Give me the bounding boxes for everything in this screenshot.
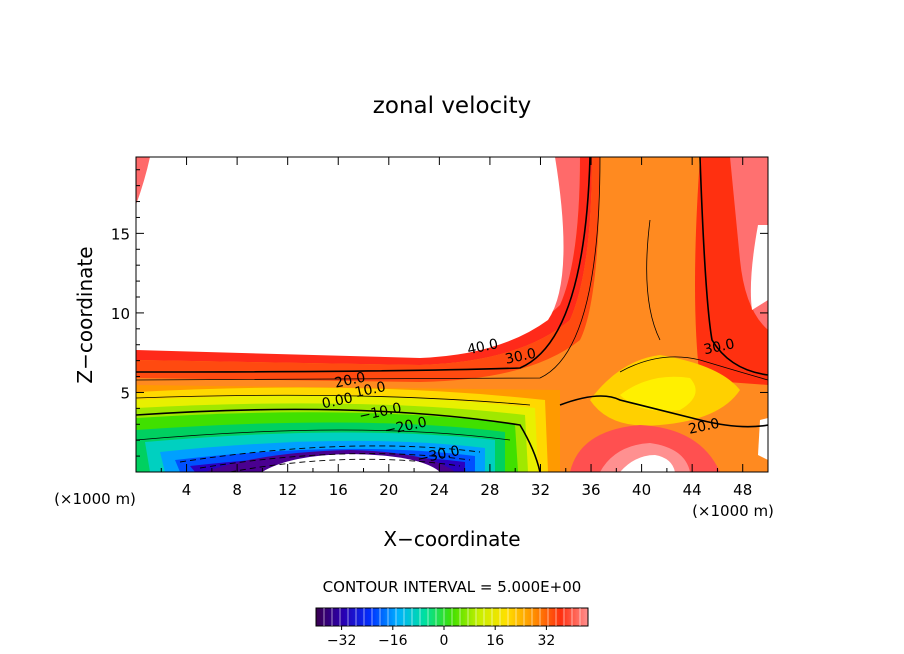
colorbar-ticks: −32 −16 0 16 32 (327, 626, 555, 649)
colorbar-tick-label: −32 (327, 633, 357, 649)
contour-label: 30.0 (504, 346, 538, 368)
contour-label: 0.00 (320, 390, 354, 412)
velocity-field (136, 157, 768, 472)
x-unit-left: (×1000 m) (54, 490, 136, 508)
y-axis-label: Z−coordinate (73, 246, 97, 383)
chart-title: zonal velocity (373, 93, 531, 119)
contour-label: 20.0 (687, 416, 721, 438)
field-blank-upper (136, 157, 564, 358)
contour-label: 40.0 (466, 336, 500, 358)
x-tick-label: 4 (182, 481, 192, 499)
y-tick-label: 5 (120, 384, 130, 402)
x-tick-label: 48 (733, 481, 752, 499)
colorbar-tick-label: −16 (378, 633, 408, 649)
contour-label: 20.0 (333, 370, 367, 392)
x-tick-label: 16 (329, 481, 348, 499)
x-tick-label: 28 (480, 481, 499, 499)
x-tick-label: 20 (379, 481, 398, 499)
x-unit-right: (×1000 m) (692, 502, 774, 520)
colorbar-tick-label: 16 (486, 633, 504, 649)
x-tick-label: 32 (531, 481, 550, 499)
x-tick-label: 44 (683, 481, 702, 499)
colorbar-segments (323, 608, 581, 626)
x-tick-label: 8 (232, 481, 242, 499)
plot-frame (135, 156, 769, 473)
x-axis-label: X−coordinate (383, 527, 520, 551)
y-tick-label: 15 (111, 225, 130, 243)
colorbar-tick-label: 32 (537, 633, 555, 649)
x-tick-label: 40 (632, 481, 651, 499)
y-axis-ticks: 5 10 15 (111, 169, 768, 457)
contour-label: 10.0 (353, 379, 387, 401)
x-tick-label: 36 (581, 481, 600, 499)
x-tick-label: 12 (278, 481, 297, 499)
colorbar-tick-label: 0 (440, 633, 449, 649)
y-tick-label: 10 (111, 305, 130, 323)
x-tick-label: 24 (430, 481, 449, 499)
contour-label: 30.0 (702, 336, 736, 358)
contour-interval-text: CONTOUR INTERVAL = 5.000E+00 (323, 578, 582, 596)
x-axis-ticks: 4 8 12 16 20 24 28 32 36 40 44 48 (160, 157, 752, 499)
